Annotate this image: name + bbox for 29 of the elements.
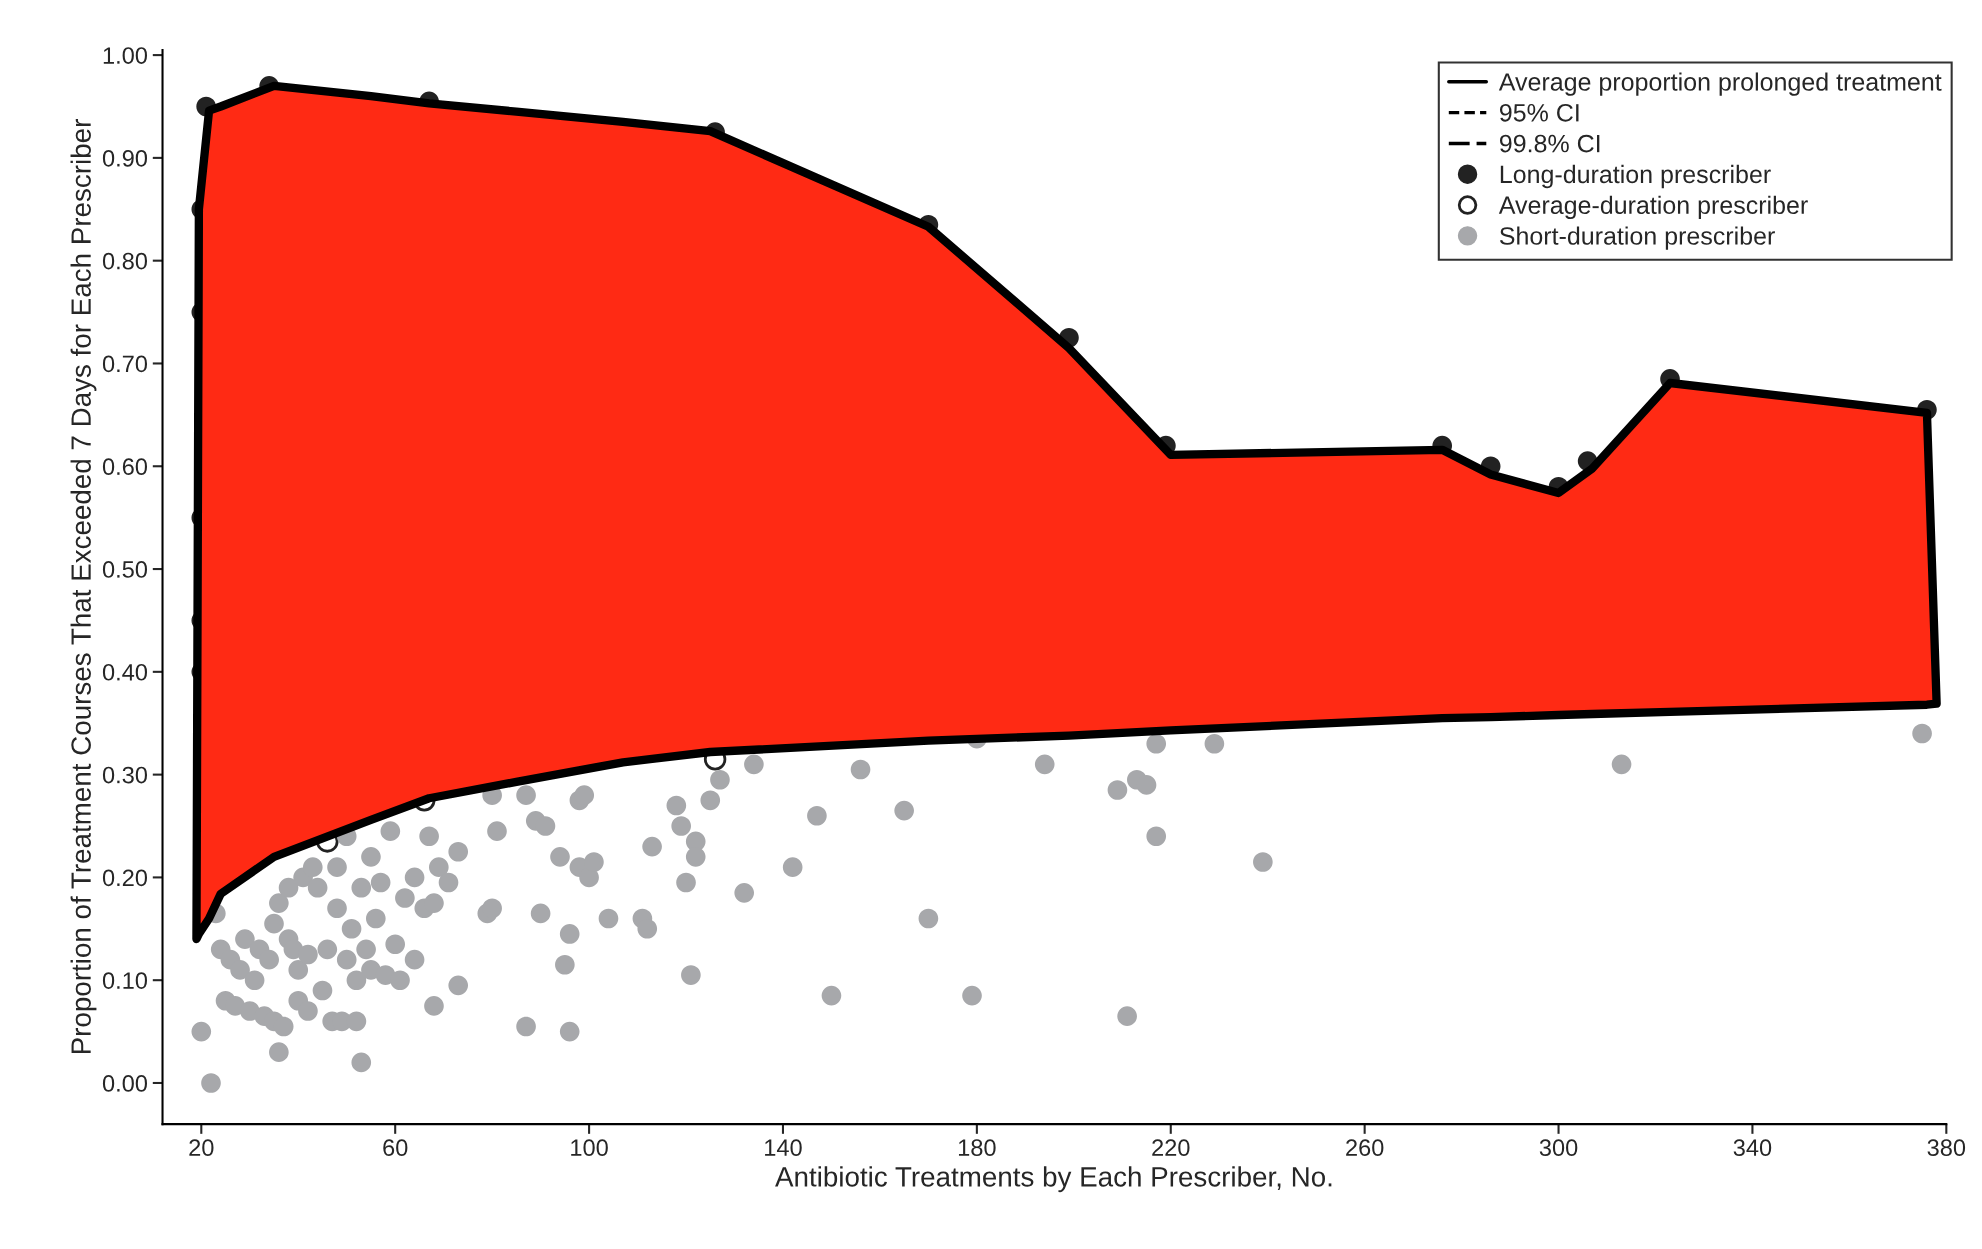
- y-tick-label: 0.20: [102, 869, 148, 887]
- x-tick-label: 380: [1927, 1139, 1966, 1157]
- y-tick-label: 0.30: [102, 766, 148, 784]
- legend-label: 99.8% CI: [1499, 134, 1600, 153]
- y-tick-label: 0.40: [102, 663, 148, 681]
- legend-label: Short-duration prescriber: [1499, 226, 1775, 250]
- y-axis-title: Proportion of Treatment Courses That Exceeded 7 Days for Each Prescriber: [70, 119, 97, 1054]
- x-tick-label: 140: [765, 1139, 802, 1157]
- legend-label: 95% CI: [1499, 103, 1579, 122]
- legend-label: Long-duration prescriber: [1500, 164, 1771, 189]
- y-tick-label: 1.00: [103, 47, 148, 64]
- x-tick-label: 300: [1539, 1139, 1578, 1157]
- y-tick-label: 0.50: [102, 561, 148, 578]
- y-tick-label: 0.80: [102, 252, 148, 270]
- x-axis-title: Antibiotic Treatments by Each Prescriber, No.: [775, 1166, 1332, 1193]
- y-tick-label: 0.90: [102, 149, 148, 167]
- y-tick-label: 0.60: [102, 458, 148, 476]
- y-tick-label: 0.00: [102, 1075, 148, 1092]
- legend-label: Average proportion prolonged treatment: [1498, 72, 1942, 96]
- x-tick-label: 340: [1733, 1139, 1772, 1157]
- x-tick-label: 220: [1152, 1139, 1190, 1157]
- legend-label: Average-duration prescriber: [1498, 195, 1808, 219]
- x-tick-label: 60: [383, 1139, 408, 1157]
- x-tick-label: 180: [958, 1139, 996, 1157]
- x-tick-label: 260: [1346, 1139, 1384, 1157]
- y-tick-label: 0.10: [102, 972, 148, 989]
- x-tick-label: 100: [571, 1139, 608, 1157]
- x-tick-label: 20: [189, 1139, 214, 1157]
- y-tick-label: 0.70: [102, 355, 148, 373]
